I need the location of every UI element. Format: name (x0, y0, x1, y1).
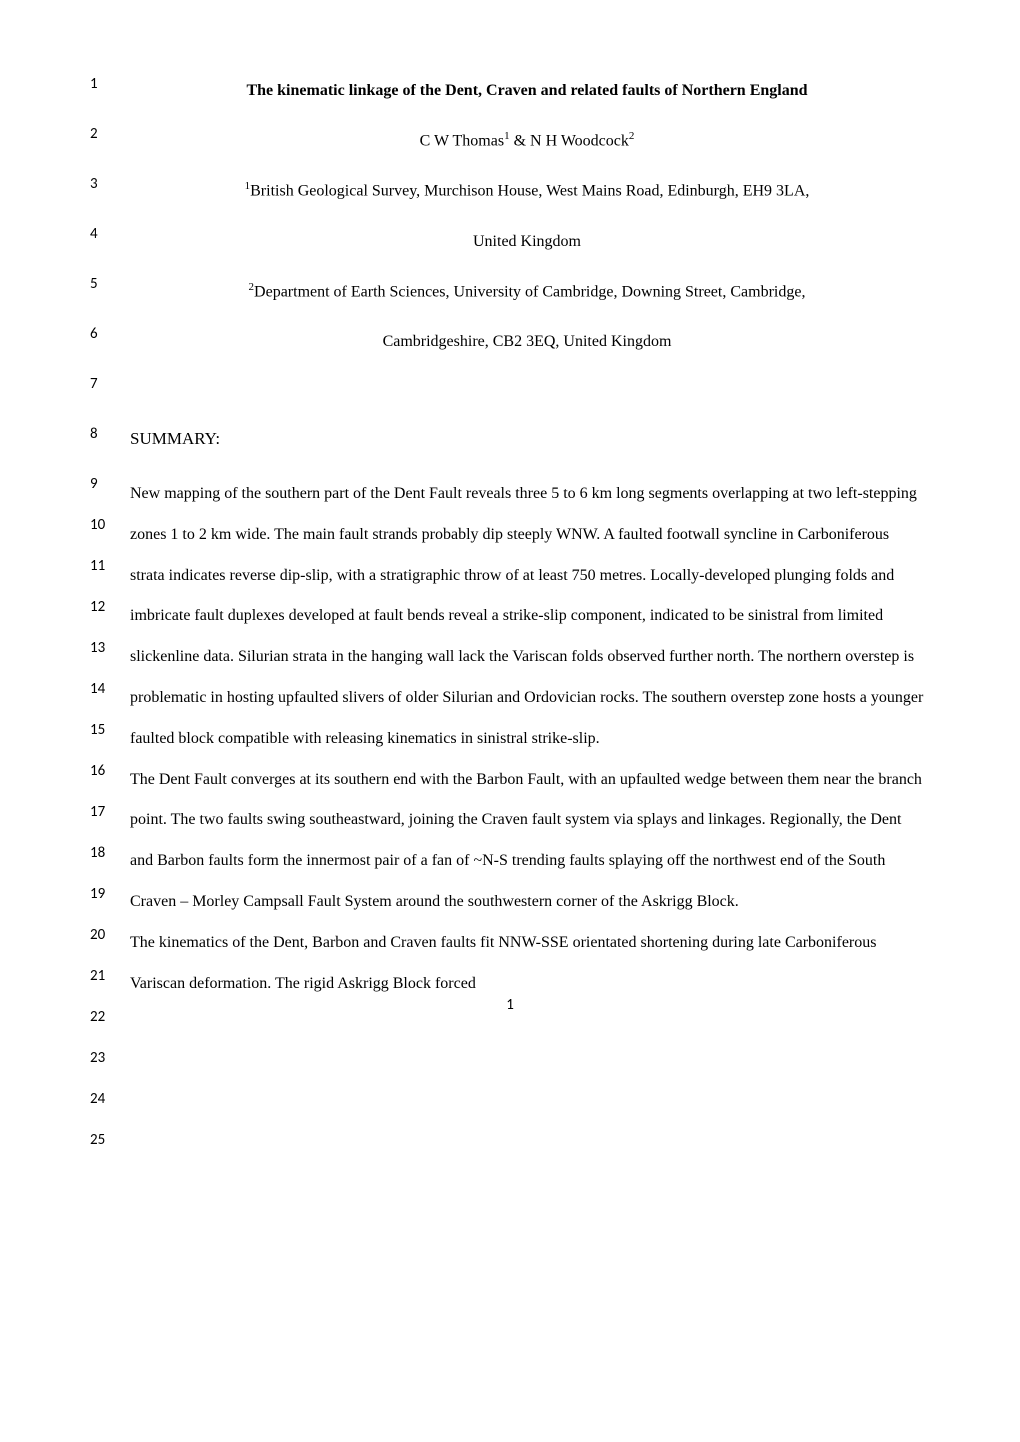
line-number: 10 (90, 516, 105, 534)
line-number: 12 (90, 598, 105, 616)
line-number: 6 (90, 325, 98, 343)
line-number: 23 (90, 1049, 105, 1067)
line-number: 2 (90, 125, 98, 143)
line-number: 7 (90, 375, 98, 393)
line-number: 18 (90, 844, 105, 862)
line-number: 25 (90, 1131, 105, 1149)
line-number: 19 (90, 885, 105, 903)
affiliation-2-line-1: 2Department of Earth Sciences, Universit… (130, 276, 924, 308)
line-number: 21 (90, 967, 105, 985)
line-number: 9 (90, 475, 98, 493)
summary-paragraph-1: New mapping of the southern part of the … (130, 474, 924, 760)
line-number: 8 (90, 425, 98, 443)
affiliation-1-text: British Geological Survey, Murchison Hou… (250, 183, 809, 200)
authors-line: C W Thomas1 & N H Woodcock2 (130, 125, 924, 157)
document-content: The kinematic linkage of the Dent, Crave… (130, 75, 924, 1004)
line-number: 20 (90, 926, 105, 944)
line-number: 16 (90, 762, 105, 780)
line-number: 5 (90, 275, 98, 293)
line-number: 11 (90, 557, 105, 575)
document-title: The kinematic linkage of the Dent, Crave… (130, 75, 924, 107)
affiliation-2-line-2: Cambridgeshire, CB2 3EQ, United Kingdom (130, 326, 924, 358)
author-name-2: & N H Woodcock (510, 132, 629, 149)
summary-paragraph-2: The Dent Fault converges at its southern… (130, 760, 924, 923)
blank-line (130, 376, 924, 408)
line-number: 3 (90, 175, 98, 193)
author-affil-sup-2: 2 (629, 130, 635, 142)
author-name-1: C W Thomas (420, 132, 504, 149)
affiliation-2-text: Department of Earth Sciences, University… (254, 283, 805, 300)
line-number: 4 (90, 225, 98, 243)
affiliation-1-line-2: United Kingdom (130, 226, 924, 258)
line-number: 13 (90, 639, 105, 657)
page-number: 1 (506, 996, 514, 1014)
summary-heading: SUMMARY: (130, 422, 924, 456)
line-number: 1 (90, 75, 98, 93)
line-number: 22 (90, 1008, 105, 1026)
line-number: 24 (90, 1090, 105, 1108)
summary-paragraph-3: The kinematics of the Dent, Barbon and C… (130, 923, 924, 1005)
affiliation-1-line-1: 1British Geological Survey, Murchison Ho… (130, 175, 924, 207)
line-number: 17 (90, 803, 105, 821)
line-number: 15 (90, 721, 105, 739)
line-number: 14 (90, 680, 105, 698)
